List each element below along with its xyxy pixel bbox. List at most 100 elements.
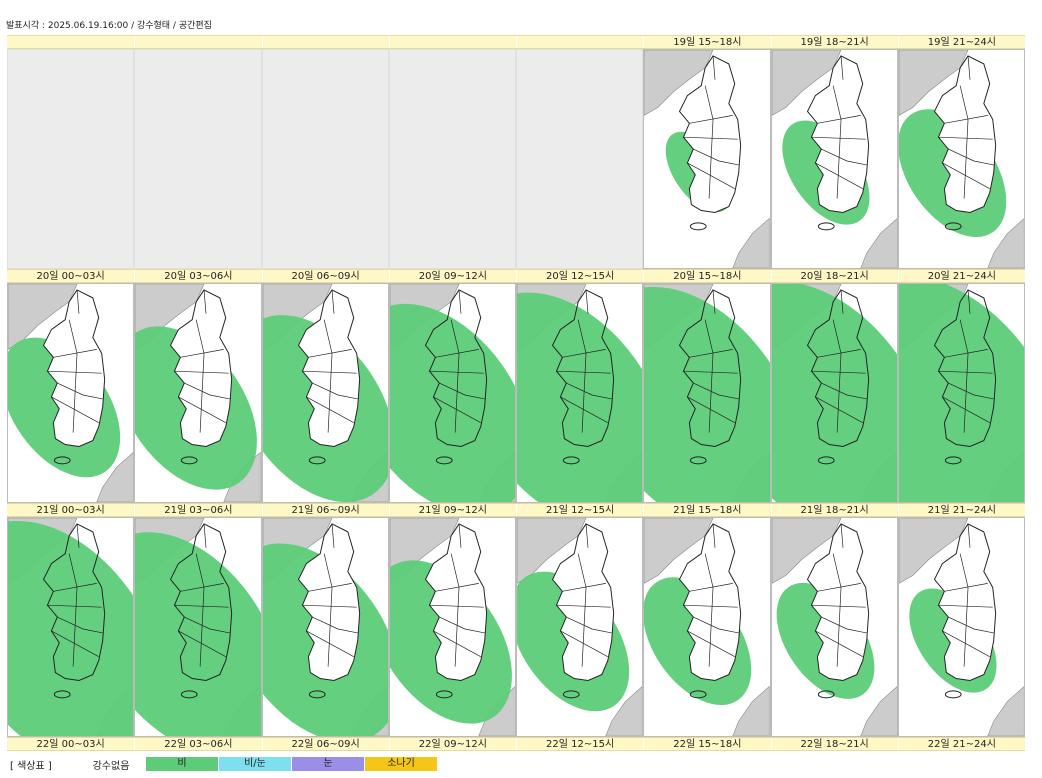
peninsula-outline [806,55,869,214]
peninsula-outline [933,523,996,682]
jeju-island [181,690,198,699]
legend-no-precip: 강수없음 [92,760,130,772]
time-label: 21일 18~21시 [770,504,898,516]
peninsula-outline [933,55,996,214]
rain-area [644,286,770,502]
map-cell [7,283,135,503]
label-row-2: 21일 00~03시 21일 03~06시 21일 06~09시 21일 09~12시… [7,503,1025,517]
time-label [516,36,643,48]
jeju-island [817,690,835,699]
jeju-island [944,690,962,699]
map-cell [897,517,1025,737]
label-row-footer: 22일 00~03시 22일 03~06시 22일 06~09시 22일 09~12시… [7,737,1025,751]
time-label [134,36,261,48]
time-label: 22일 12~15시 [516,738,643,750]
map-cell [643,49,771,269]
jeju-island [562,690,580,699]
korea-map [644,50,770,268]
rain-area [135,532,261,736]
map-cell [516,283,644,503]
jeju-island [181,456,198,465]
peninsula-outline [424,523,487,682]
jeju-island [435,456,453,465]
time-label: 20일 00~03시 [36,271,105,282]
map-cell [770,517,898,737]
time-label [261,36,389,48]
korea-map [8,518,134,736]
legend-shower: 소나기 [365,757,437,771]
rain-area [898,284,1024,502]
time-label: 20일 21~24시 [897,270,1025,282]
jeju-island [435,690,453,699]
time-label: 21일 00~03시 [36,505,105,516]
peninsula-outline [42,523,106,682]
korea-map [771,284,897,502]
time-label: 20일 06~09시 [261,270,389,282]
peninsula-outline [170,523,233,682]
korea-map [898,518,1024,736]
empty-map-cell [261,49,389,269]
peninsula-outline [806,289,869,448]
jeju-island [817,456,835,465]
peninsula-outline [424,289,487,448]
korea-map [8,284,134,502]
jeju-island [817,222,835,231]
jeju-island [944,222,962,231]
korea-map [771,518,897,736]
time-label: 20일 15~18시 [643,270,770,282]
time-label: 20일 09~12시 [388,270,516,282]
legend-snow: 눈 [292,757,364,771]
map-cell [643,517,771,737]
time-label: 20일 03~06시 [134,270,261,282]
map-cell [261,283,389,503]
legend-rain-snow: 비/눈 [219,757,291,771]
label-row-1: 20일 00~03시 20일 03~06시 20일 06~09시 20일 09~12시… [7,269,1025,283]
time-label: 22일 09~12시 [388,738,516,750]
label-row-0: 19일 15~18시 19일 18~21시 19일 21~24시 [7,35,1025,49]
korea-map [517,518,643,736]
map-cell [388,283,516,503]
color-legend: [ 색상표 ] 강수없음 비 비/눈 눈 소나기 [10,756,438,772]
korea-map [898,284,1024,502]
time-label: 22일 03~06시 [134,738,261,750]
peninsula-outline [806,523,869,682]
map-row-1 [7,283,1025,503]
jeju-island [308,690,326,699]
legend-title: [ 색상표 ] [10,760,52,772]
jeju-island [690,456,707,465]
map-cell [770,283,898,503]
jeju-island [53,690,71,699]
korea-map [262,518,388,736]
peninsula-outline [297,289,360,448]
time-label: 19일 21~24시 [897,36,1025,48]
rain-area [389,303,515,502]
map-cell [261,517,389,737]
peninsula-outline [679,289,742,448]
time-label: 21일 09~12시 [388,504,516,516]
time-label [388,36,516,48]
empty-map-cell [516,49,644,269]
jeju-island [690,222,707,231]
korea-map [389,518,515,736]
time-label [7,36,134,48]
korea-map [389,284,515,502]
peninsula-outline [170,289,233,448]
time-label: 21일 12~15시 [516,504,643,516]
empty-map-cell [134,49,262,269]
time-label: 21일 06~09시 [261,504,389,516]
empty-map-cell [7,49,135,269]
time-label: 19일 15~18시 [643,36,770,48]
map-cell [516,517,644,737]
time-label: 22일 18~21시 [770,738,898,750]
empty-map-cell [388,49,516,269]
map-row-2 [7,517,1025,737]
peninsula-outline [679,523,742,682]
time-label: 20일 18~21시 [770,270,898,282]
peninsula-outline [551,523,615,682]
korea-map [135,284,261,502]
map-cell [643,283,771,503]
legend-rain: 비 [146,757,218,771]
map-cell [388,517,516,737]
time-label: 22일 06~09시 [261,738,389,750]
jeju-island [562,456,580,465]
